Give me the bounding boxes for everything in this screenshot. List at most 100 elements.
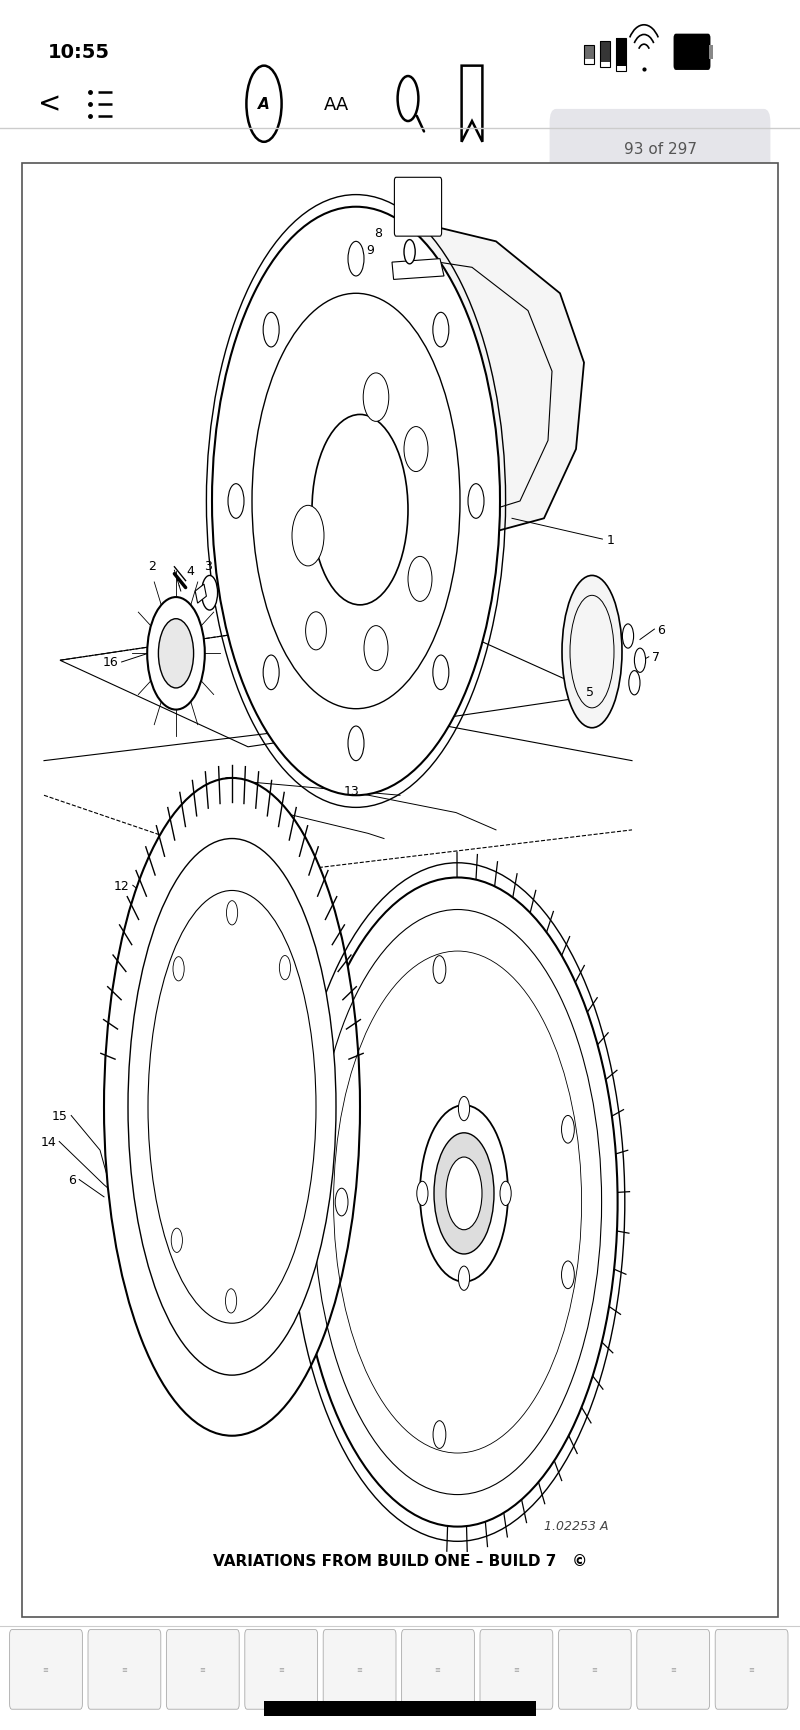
FancyBboxPatch shape	[394, 178, 442, 237]
Text: A: A	[258, 97, 270, 112]
Text: 93 of 297: 93 of 297	[623, 142, 697, 157]
Circle shape	[629, 671, 640, 695]
Circle shape	[228, 484, 244, 519]
Ellipse shape	[306, 612, 326, 650]
Ellipse shape	[562, 576, 622, 728]
FancyBboxPatch shape	[323, 1630, 396, 1709]
FancyBboxPatch shape	[10, 1630, 82, 1709]
Circle shape	[433, 1420, 446, 1448]
Bar	[584, 45, 594, 59]
Bar	[584, 45, 594, 64]
Circle shape	[348, 242, 364, 277]
Text: 9: 9	[366, 244, 374, 258]
FancyBboxPatch shape	[674, 35, 710, 69]
FancyBboxPatch shape	[245, 1630, 318, 1709]
Text: 14: 14	[40, 1135, 56, 1149]
Ellipse shape	[212, 208, 500, 796]
Circle shape	[335, 1189, 348, 1216]
FancyBboxPatch shape	[558, 1630, 631, 1709]
Circle shape	[173, 957, 184, 981]
Circle shape	[171, 1228, 182, 1253]
Circle shape	[348, 727, 364, 761]
Bar	[600, 42, 610, 67]
Circle shape	[417, 1182, 428, 1206]
Text: ≡: ≡	[434, 1666, 441, 1673]
Text: 2: 2	[148, 559, 156, 573]
Text: 3: 3	[204, 559, 212, 573]
Text: ≡: ≡	[591, 1666, 598, 1673]
Ellipse shape	[252, 294, 460, 709]
Polygon shape	[195, 585, 206, 604]
Text: ≡: ≡	[748, 1666, 754, 1673]
Ellipse shape	[104, 778, 360, 1436]
Ellipse shape	[446, 1157, 482, 1230]
Ellipse shape	[364, 626, 388, 671]
Text: 7: 7	[652, 650, 660, 664]
Bar	[616, 38, 626, 66]
Circle shape	[458, 1266, 470, 1291]
Text: 11: 11	[262, 806, 278, 820]
Ellipse shape	[148, 891, 316, 1323]
Ellipse shape	[434, 1133, 494, 1254]
Circle shape	[263, 313, 279, 348]
Text: 6: 6	[658, 623, 666, 637]
Text: ≡: ≡	[670, 1666, 676, 1673]
Text: 1.02253 A: 1.02253 A	[544, 1519, 608, 1533]
Ellipse shape	[408, 557, 432, 602]
Text: ≡: ≡	[199, 1666, 206, 1673]
Circle shape	[202, 576, 218, 611]
Text: 10:55: 10:55	[48, 43, 110, 62]
Text: 10: 10	[224, 775, 240, 789]
FancyBboxPatch shape	[402, 1630, 474, 1709]
Circle shape	[562, 1261, 574, 1289]
Circle shape	[458, 1097, 470, 1121]
FancyBboxPatch shape	[166, 1630, 239, 1709]
Ellipse shape	[292, 507, 324, 567]
Circle shape	[404, 240, 415, 265]
Ellipse shape	[404, 427, 428, 472]
Text: 12: 12	[114, 879, 130, 893]
Bar	[616, 38, 626, 71]
Circle shape	[263, 656, 279, 690]
Text: ≡: ≡	[278, 1666, 284, 1673]
Ellipse shape	[363, 374, 389, 422]
Text: 6: 6	[68, 1173, 76, 1187]
Text: <: <	[38, 90, 62, 119]
Ellipse shape	[312, 415, 408, 606]
FancyBboxPatch shape	[22, 164, 778, 1618]
Circle shape	[433, 957, 446, 984]
Polygon shape	[392, 260, 444, 280]
Text: 16: 16	[102, 656, 118, 670]
Ellipse shape	[128, 839, 336, 1375]
Text: ≡: ≡	[513, 1666, 519, 1673]
Ellipse shape	[420, 1105, 508, 1282]
Text: 8: 8	[374, 227, 382, 240]
FancyBboxPatch shape	[480, 1630, 553, 1709]
Text: ≡: ≡	[42, 1666, 49, 1673]
Circle shape	[500, 1182, 511, 1206]
Ellipse shape	[158, 619, 194, 689]
Circle shape	[226, 901, 238, 926]
Text: VARIATIONS FROM BUILD ONE – BUILD 7   ©: VARIATIONS FROM BUILD ONE – BUILD 7 ©	[213, 1554, 587, 1567]
Circle shape	[562, 1116, 574, 1144]
Circle shape	[622, 625, 634, 649]
Circle shape	[433, 656, 449, 690]
Text: AA: AA	[323, 95, 349, 114]
FancyBboxPatch shape	[550, 111, 770, 190]
Text: ≡: ≡	[356, 1666, 362, 1673]
Circle shape	[226, 1289, 237, 1313]
FancyBboxPatch shape	[715, 1630, 788, 1709]
Text: ≡: ≡	[121, 1666, 127, 1673]
Polygon shape	[372, 225, 584, 536]
Text: 15: 15	[52, 1109, 68, 1123]
Text: 5: 5	[586, 685, 594, 699]
FancyBboxPatch shape	[637, 1630, 710, 1709]
Circle shape	[634, 649, 646, 673]
Ellipse shape	[147, 599, 205, 709]
Ellipse shape	[298, 877, 618, 1526]
Bar	[709, 45, 713, 59]
Bar	[264, 1701, 536, 1716]
FancyBboxPatch shape	[88, 1630, 161, 1709]
Bar	[600, 42, 610, 62]
Text: 1: 1	[606, 533, 614, 547]
